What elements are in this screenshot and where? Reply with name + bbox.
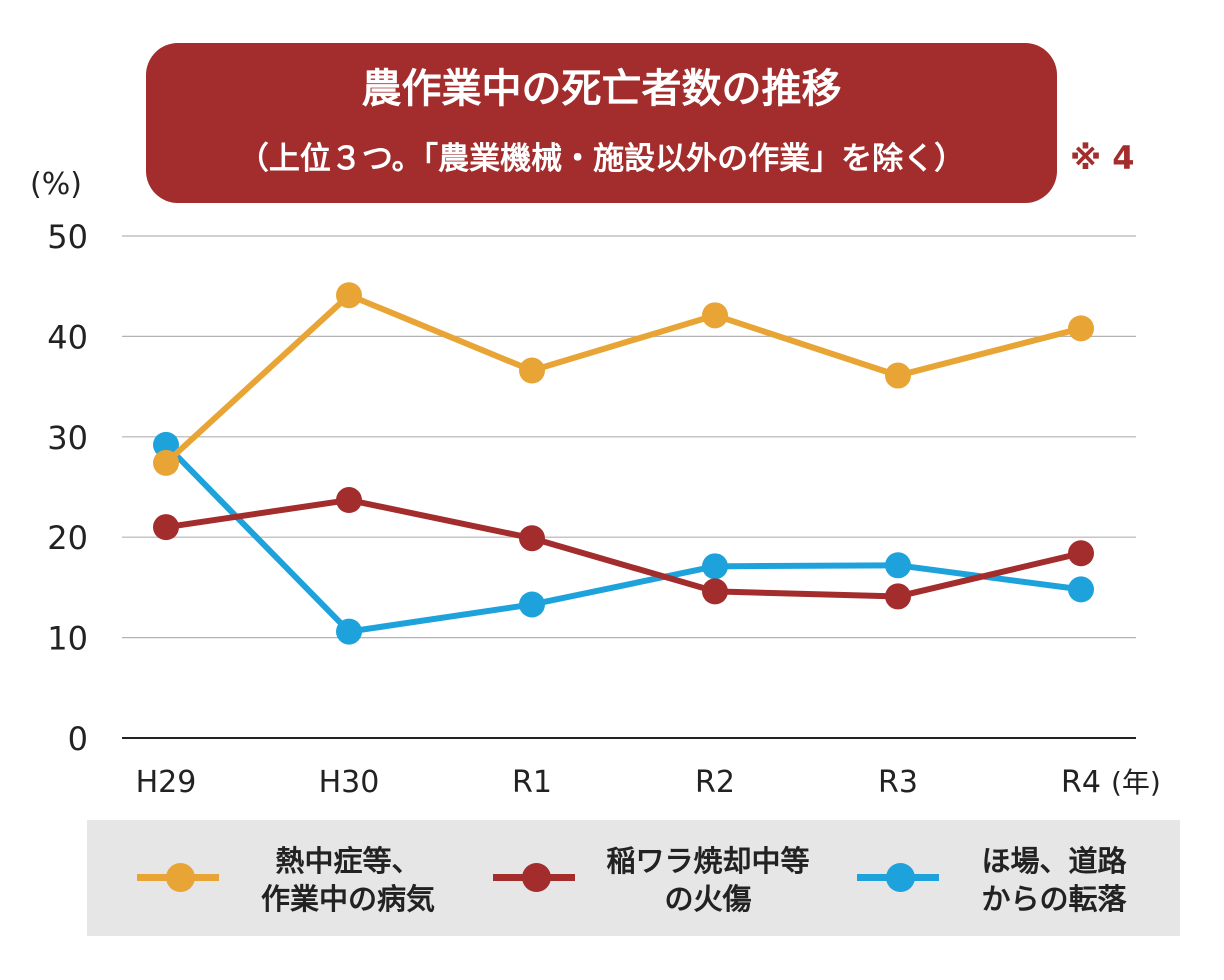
legend-label: 熱中症等、 作業中の病気 xyxy=(260,844,435,916)
data-point xyxy=(519,525,545,552)
legend-item-heatstroke: 熱中症等、 作業中の病気 xyxy=(137,820,477,936)
x-tick-label: H29 xyxy=(136,765,197,800)
data-point xyxy=(885,552,911,579)
footnote-marker: ※ 4 xyxy=(1070,139,1135,177)
series-line xyxy=(165,497,1082,600)
data-point xyxy=(1068,315,1094,342)
x-tick-label: H30 xyxy=(319,765,380,800)
y-tick-label: 30 xyxy=(47,419,88,457)
data-point xyxy=(885,583,911,610)
data-point xyxy=(1068,540,1094,567)
data-point xyxy=(702,302,728,329)
chart-subtitle: （上位３つ。「農業機械・施設以外の作業」を除く） xyxy=(237,141,966,177)
data-point xyxy=(336,487,362,514)
x-tick-label: R3 xyxy=(878,765,918,800)
data-point xyxy=(336,282,362,309)
legend-item-falls: ほ場、道路 からの転落 xyxy=(857,820,1177,936)
legend-marker xyxy=(522,863,551,892)
x-axis-unit: (年) xyxy=(1111,766,1161,799)
data-point xyxy=(702,553,728,580)
line-chart: 0 10 20 30 40 50 H29 H30 R1 R2 R3 R4 (年) xyxy=(47,218,1161,800)
legend: 熱中症等、 作業中の病気 稲ワラ焼却中等 の火傷 ほ場、道路 からの転落 xyxy=(87,820,1180,936)
series-line xyxy=(163,292,1082,466)
x-tick-label: R4 xyxy=(1061,765,1101,800)
x-tick-label: R1 xyxy=(512,765,552,800)
y-tick-label: 20 xyxy=(47,519,88,557)
y-axis-unit: (%) xyxy=(30,167,82,202)
data-point xyxy=(702,578,728,605)
x-tick-label: R2 xyxy=(695,765,735,800)
data-point xyxy=(885,362,911,389)
legend-marker xyxy=(886,863,915,892)
title-banner: 農作業中の死亡者数の推移 （上位３つ。「農業機械・施設以外の作業」を除く） xyxy=(146,43,1057,203)
data-point xyxy=(153,514,179,541)
series-line xyxy=(163,442,1082,635)
data-point xyxy=(1068,576,1094,603)
data-point xyxy=(336,618,362,645)
y-tick-label: 50 xyxy=(47,218,88,256)
legend-label: ほ場、道路 からの転落 xyxy=(981,844,1127,916)
y-tick-label: 40 xyxy=(47,318,88,356)
data-point xyxy=(153,449,179,476)
data-point xyxy=(519,357,545,384)
data-point xyxy=(153,431,179,458)
y-tick-label: 10 xyxy=(47,620,88,658)
data-point xyxy=(519,591,545,618)
legend-marker xyxy=(166,863,195,892)
y-tick-label: 0 xyxy=(68,720,88,758)
legend-label: 稲ワラ焼却中等 の火傷 xyxy=(606,844,810,916)
legend-item-burns: 稲ワラ焼却中等 の火傷 xyxy=(493,820,833,936)
chart-title: 農作業中の死亡者数の推移 xyxy=(361,66,842,112)
